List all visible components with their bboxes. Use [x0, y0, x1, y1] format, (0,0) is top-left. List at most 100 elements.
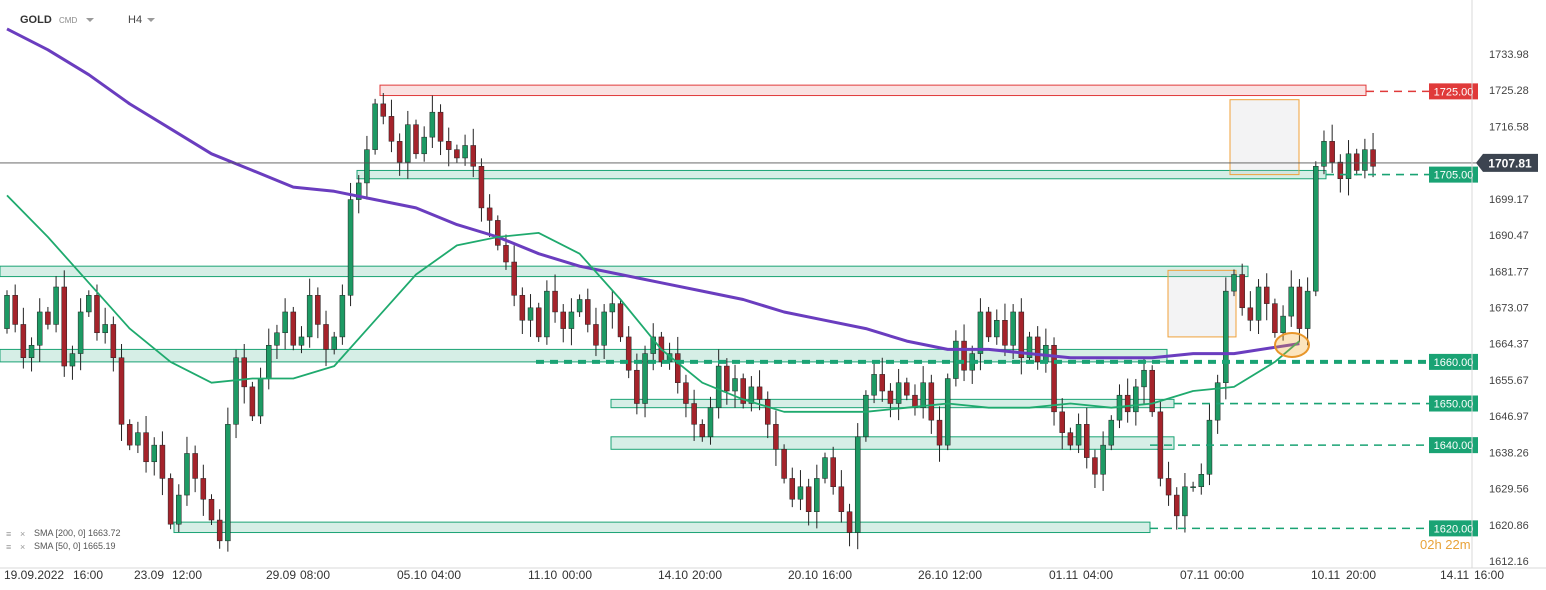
- level-tag: 1705.00: [1429, 166, 1478, 183]
- candle-bull: [1313, 166, 1319, 292]
- candle-bear: [143, 432, 149, 463]
- current-price-tag: 1707.81: [1476, 153, 1538, 172]
- legend-sma-200[interactable]: ≡ × SMA [200, 0] 1663.72: [6, 528, 121, 538]
- candle-bull: [568, 311, 575, 329]
- candle-bull: [355, 182, 362, 200]
- candle-bull: [1223, 290, 1229, 383]
- legend-sma-50[interactable]: ≡ × SMA [50, 0] 1665.19: [6, 541, 116, 551]
- candle-bull: [1133, 386, 1139, 413]
- y-tick-label: 1733.98: [1489, 49, 1529, 61]
- level-tag-bg: [1429, 166, 1478, 183]
- candle-bear: [838, 486, 845, 512]
- candle-bull: [797, 486, 804, 500]
- x-tick-label: 16:00: [1474, 568, 1504, 582]
- candle-bear: [936, 419, 943, 446]
- candle-bull: [53, 286, 59, 325]
- candle-countdown: 02h 22m: [1420, 537, 1471, 552]
- x-tick-label: 04:00: [1083, 568, 1113, 582]
- candle-bear: [1337, 161, 1344, 180]
- candle-bear: [1272, 303, 1278, 334]
- legend-sma-50-label: SMA [50, 0] 1665.19: [34, 541, 116, 551]
- settings-icon[interactable]: ≡: [6, 528, 12, 539]
- candle-bull: [102, 324, 108, 334]
- x-tick-label: 11.10: [528, 568, 557, 582]
- y-tick-label: 1664.37: [1489, 339, 1529, 351]
- level-tag: 1640.00: [1429, 437, 1478, 454]
- candle-bull: [421, 136, 427, 155]
- candle-bull: [257, 378, 264, 417]
- candle-bear: [1296, 286, 1303, 329]
- x-tick-label: 26.10: [918, 568, 948, 582]
- candle-bear: [486, 207, 493, 221]
- candle-bear: [535, 307, 542, 338]
- legend-sma-200-label: SMA [200, 0] 1663.72: [34, 528, 121, 538]
- x-tick-label: 19.09.2022: [4, 568, 64, 582]
- x-tick-label: 07.11: [1180, 568, 1209, 582]
- x-tick-label: 14.10: [658, 568, 688, 582]
- current-price-tag-bg: [1476, 153, 1538, 172]
- price-zone: [379, 84, 1367, 97]
- y-tick-label: 1638.26: [1489, 447, 1529, 459]
- candle-bear: [830, 457, 836, 488]
- candle-bear: [928, 382, 935, 421]
- candle-bear: [200, 478, 207, 500]
- y-tick-label: 1673.07: [1489, 303, 1529, 315]
- level-tag-bg: [1429, 520, 1478, 537]
- source-label[interactable]: CMD: [59, 16, 78, 25]
- symbol-label[interactable]: GOLD: [20, 14, 52, 26]
- candle-bear: [470, 145, 477, 167]
- candle-bear: [1353, 153, 1360, 171]
- candle-bull: [372, 103, 378, 150]
- candle-bear: [1239, 274, 1245, 309]
- candle-bear: [1092, 457, 1098, 475]
- candle-bull: [1304, 290, 1311, 329]
- level-tag: 1620.00: [1429, 520, 1478, 537]
- source-chevron-down-icon[interactable]: [86, 18, 94, 22]
- x-tick-label: 20:00: [692, 568, 722, 582]
- y-tick-label: 1681.77: [1489, 266, 1529, 278]
- timeframe-label[interactable]: H4: [128, 14, 143, 26]
- candle-bear: [519, 295, 526, 321]
- candle-bull: [642, 353, 648, 404]
- candle-bull: [405, 124, 411, 163]
- close-icon[interactable]: ×: [20, 541, 26, 552]
- candle-bull: [135, 432, 141, 446]
- candle-bear: [315, 295, 321, 325]
- candle-bear: [380, 103, 387, 117]
- price-zone: [173, 521, 1151, 534]
- candle-bear: [437, 111, 444, 142]
- candle-bear: [1157, 411, 1164, 479]
- candle-bull: [1255, 286, 1262, 321]
- candle-bear: [552, 290, 558, 313]
- level-lines: 1725.00 1705.00 1660.00 1650.00 1640.00 1620.…: [0, 83, 1538, 537]
- candle-bull: [28, 344, 35, 358]
- price-zone: [610, 436, 1175, 450]
- candle-bull: [298, 336, 305, 346]
- level-tag-label: 1640.00: [1434, 440, 1474, 452]
- candle-bear: [846, 511, 853, 533]
- candle-bull: [953, 340, 959, 379]
- candle-bull: [306, 295, 313, 338]
- x-tick-label: 29.09: [266, 568, 296, 582]
- sma-50-line: [6, 194, 1300, 413]
- candle-bull: [331, 336, 337, 350]
- candle-bear: [1051, 344, 1057, 413]
- level-tag-label: 1725.00: [1434, 86, 1474, 98]
- candle-bear: [740, 378, 746, 404]
- candle-bear: [560, 311, 566, 329]
- candle-bear: [985, 311, 992, 338]
- x-tick-label: 14.11: [1440, 568, 1469, 582]
- close-icon[interactable]: ×: [20, 528, 26, 539]
- x-tick-label: 04:00: [431, 568, 461, 582]
- settings-icon[interactable]: ≡: [6, 541, 12, 552]
- candle-bear: [216, 519, 223, 542]
- timeframe-chevron-down-icon[interactable]: [147, 18, 155, 22]
- candle-bear: [159, 444, 166, 479]
- candle-bull: [77, 311, 84, 354]
- level-tag-bg: [1429, 437, 1478, 454]
- candle-bear: [961, 340, 967, 371]
- candle-bear: [396, 141, 403, 163]
- candle-bear: [511, 261, 517, 296]
